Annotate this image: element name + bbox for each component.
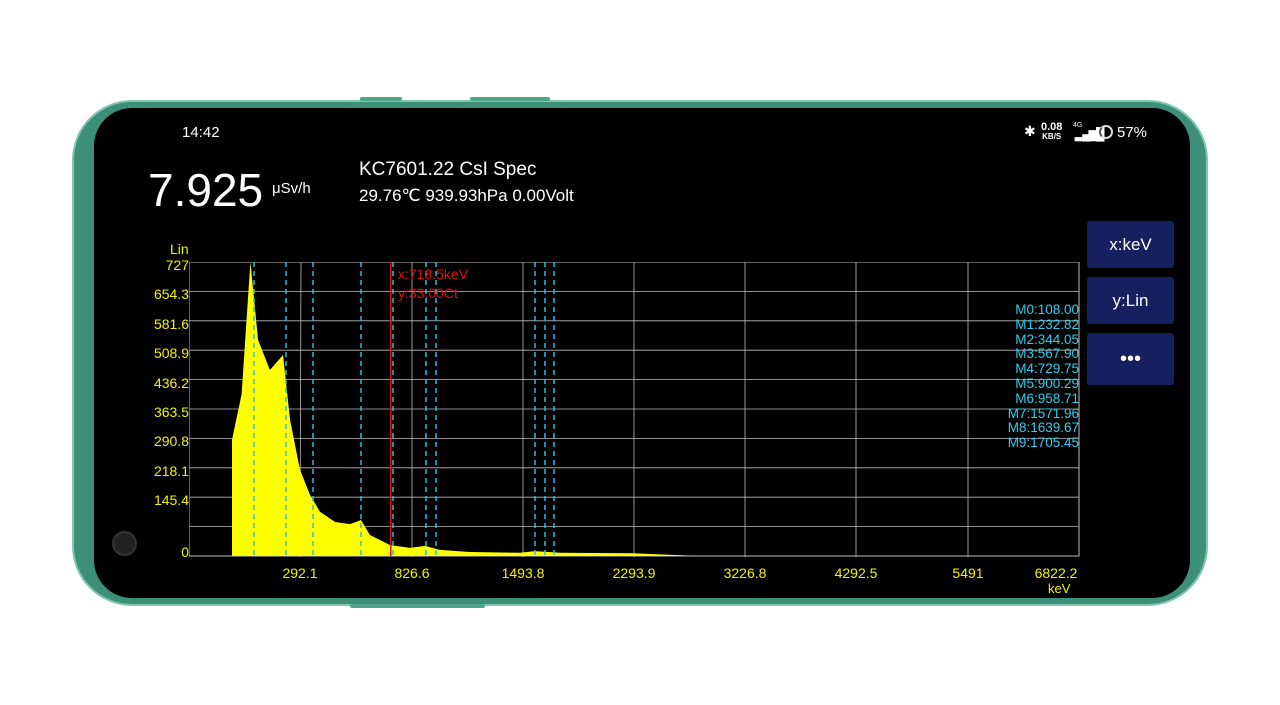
- y-scale-label: Lin: [170, 241, 189, 257]
- net-speed-unit: KB/S: [1042, 132, 1062, 141]
- x-tick-label: 3226.8: [723, 565, 767, 581]
- y-tick-label: 508.9: [153, 345, 189, 361]
- net-speed-value: 0.08: [1041, 121, 1063, 133]
- y-tick-label: 145.4: [153, 492, 189, 508]
- cursor-y-label: y:33.00Ct: [398, 285, 458, 301]
- x-axis-unit-button[interactable]: x:keV: [1087, 221, 1174, 268]
- dose-rate-unit: μSv/h: [272, 180, 311, 197]
- spectrum-area: [232, 262, 700, 556]
- y-axis-scale-button[interactable]: y:Lin: [1087, 277, 1174, 324]
- x-tick-label: 1493.8: [501, 565, 545, 581]
- more-button[interactable]: •••: [1087, 333, 1174, 385]
- marker-label: M3:567.90: [1015, 346, 1079, 362]
- net-speed: 0.08 KB/S: [1041, 122, 1062, 142]
- y-tick-label: 0: [181, 544, 189, 560]
- bluetooth-icon: ✱: [1024, 123, 1036, 139]
- environment-readout: 29.76℃ 939.93hPa 0.00Volt: [359, 186, 574, 205]
- x-tick-label: 4292.5: [834, 565, 878, 581]
- marker-label: M1:232.82: [1015, 316, 1079, 332]
- y-tick-label: 363.5: [153, 404, 189, 420]
- x-tick-label: 826.6: [394, 565, 430, 581]
- cursor-x-label: x:718.5keV: [398, 266, 469, 282]
- marker-label: M8:1639.67: [1007, 420, 1079, 436]
- y-tick-label: 290.8: [153, 433, 189, 449]
- network-type: 4G: [1073, 122, 1083, 129]
- x-tick-label: 5491: [952, 565, 984, 581]
- x-axis-label: keV: [1048, 581, 1071, 596]
- device-title: KC7601.22 CsI Spec: [359, 159, 537, 180]
- marker-label: M0:108.00: [1015, 302, 1079, 317]
- dose-rate-value: 7.925: [148, 164, 264, 216]
- y-tick-label: 654.3: [153, 286, 189, 302]
- marker-label: M5:900.29: [1015, 376, 1079, 391]
- marker-label: M7:1571.96: [1007, 405, 1079, 421]
- marker-label: M9:1705.45: [1007, 435, 1079, 451]
- power-button: [350, 604, 485, 608]
- volume-button: [360, 97, 402, 101]
- status-time: 14:42: [182, 124, 220, 141]
- marker-label: M4:729.75: [1015, 361, 1079, 377]
- signal-icon: ▂▄▆█: [1075, 127, 1105, 141]
- x-tick-label: 292.1: [282, 565, 318, 581]
- x-tick-label: 6822.2: [1034, 565, 1078, 581]
- battery-percent: 57%: [1117, 124, 1148, 141]
- battery-icon: [1099, 125, 1113, 139]
- y-tick-label: 581.6: [153, 316, 189, 332]
- marker-label: M2:344.05: [1015, 331, 1079, 347]
- marker-label: M6:958.71: [1015, 390, 1079, 406]
- y-tick-label: 727: [165, 257, 189, 273]
- volume-button: [470, 97, 550, 101]
- x-tick-label: 2293.9: [612, 565, 656, 581]
- camera-icon: [112, 531, 137, 556]
- spectrum-chart[interactable]: [189, 262, 1080, 557]
- y-tick-label: 218.1: [153, 463, 189, 479]
- y-tick-label: 436.2: [153, 375, 189, 391]
